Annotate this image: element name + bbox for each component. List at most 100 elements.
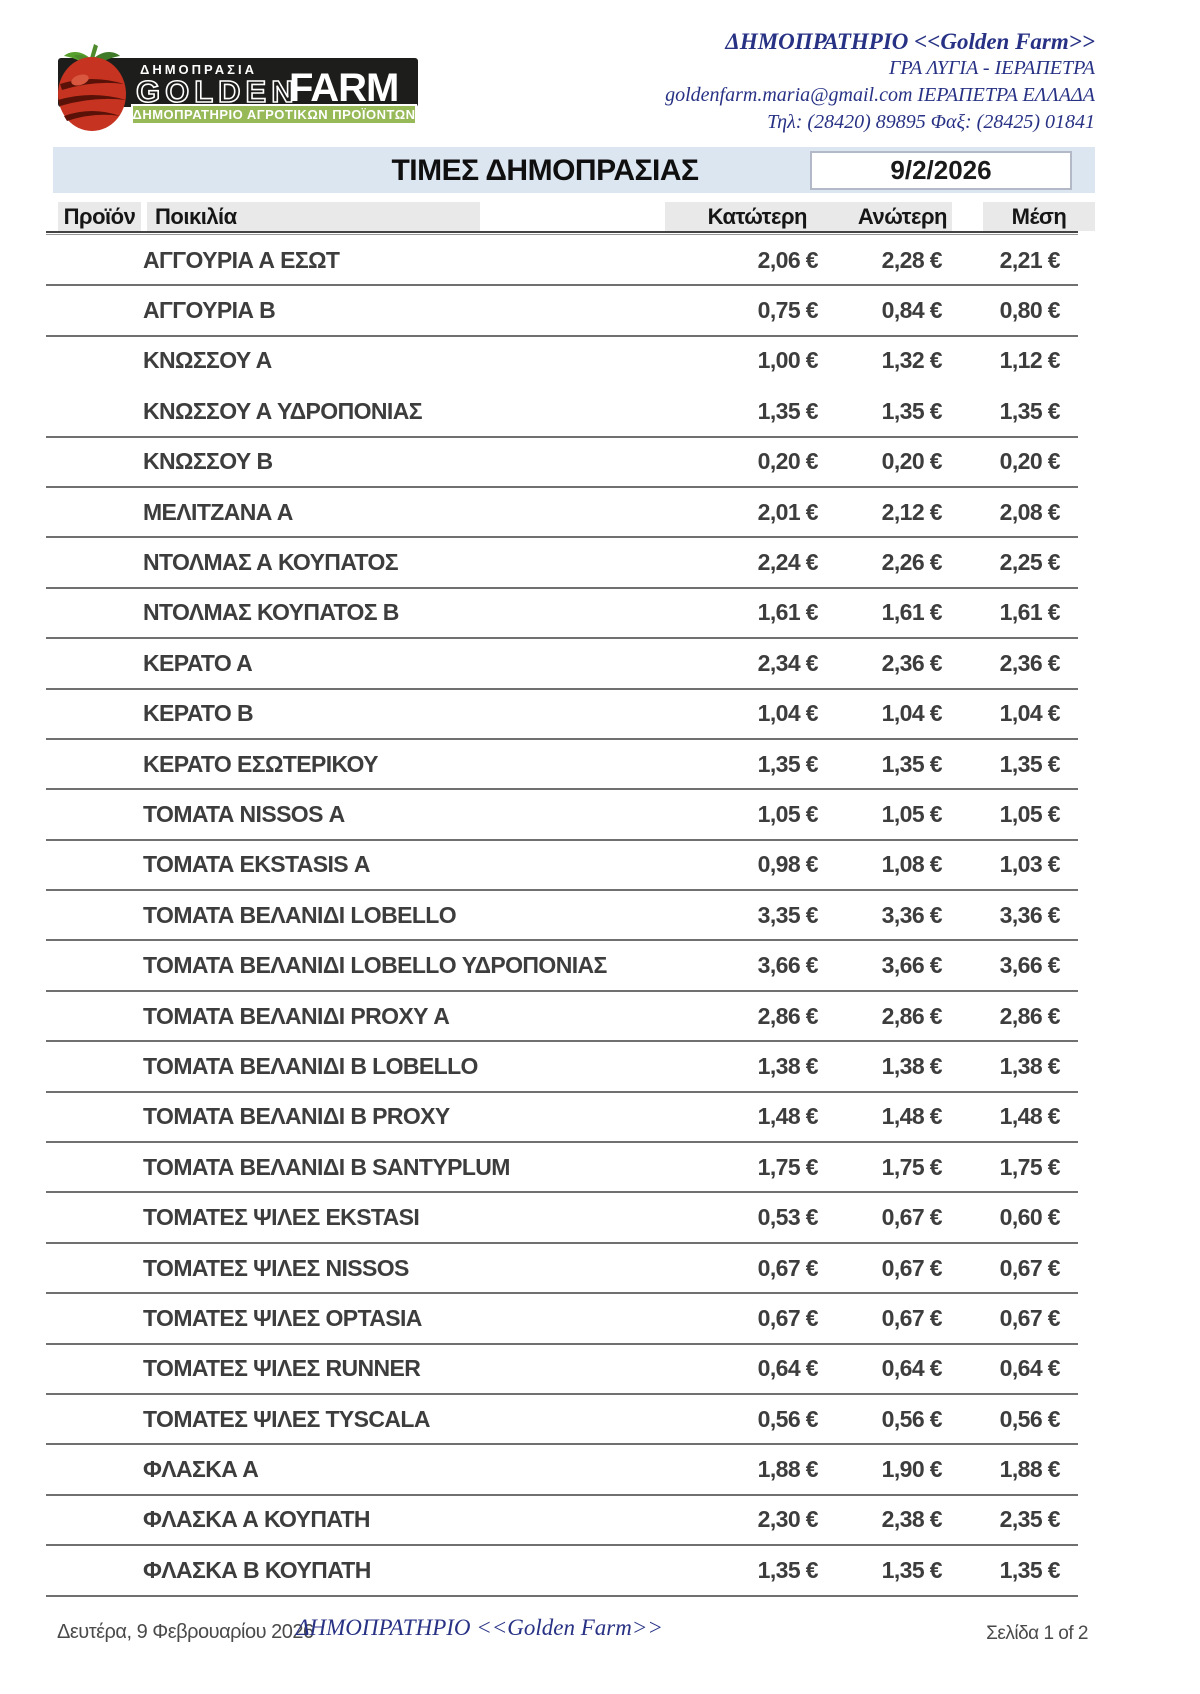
column-header-avg: Μέση [983, 202, 1095, 231]
table-row: ΤΟΜΑΤΕΣ ΨΙΛΕΣ EKSTASI 0,53 € 0,67 € 0,60… [46, 1193, 1078, 1244]
logo-tagline: ΔΗΜΟΠΡΑΤΗΡΙΟ ΑΓΡΟΤΙΚΩΝ ΠΡΟΪΟΝΤΩΝ [131, 104, 417, 125]
high-price-cell: 1,61 € [881, 599, 943, 626]
avg-price-cell: 0,60 € [999, 1204, 1061, 1231]
high-price-cell: 1,35 € [881, 397, 943, 424]
variety-cell: ΦΛΑΣΚΑ Α [143, 1456, 259, 1483]
high-price-cell: 0,84 € [881, 297, 943, 324]
avg-price-cell: 3,66 € [999, 952, 1061, 979]
avg-price-cell: 2,86 € [999, 1002, 1061, 1029]
column-header-product: Προϊόν [58, 202, 141, 231]
high-price-cell: 0,56 € [881, 1405, 943, 1432]
low-price-cell: 2,01 € [757, 498, 819, 525]
high-price-cell: 0,64 € [881, 1355, 943, 1382]
variety-cell: ΚΝΩΣΣΟΥ Β [143, 448, 273, 475]
variety-cell: ΚΕΡΑΤΟ ΕΣΩΤΕΡΙΚΟΥ [143, 750, 378, 777]
letterhead: ΔΗΜΟΠΡΑΤΗΡΙΟ <<Golden Farm>> ΓΡΑ ΛΥΓΙΑ -… [665, 28, 1095, 136]
variety-cell: ΤΟΜΑΤΑ ΒΕΛΑΝΙΔΙ Β PROXY [143, 1103, 450, 1130]
low-price-cell: 2,86 € [757, 1002, 819, 1029]
variety-cell: ΝΤΟΛΜΑΣ ΚΟΥΠΑΤΟΣ Β [143, 599, 399, 626]
low-price-cell: 2,30 € [757, 1506, 819, 1533]
variety-cell: ΤΟΜΑΤΕΣ ΨΙΛΕΣ EKSTASI [143, 1204, 420, 1231]
avg-price-cell: 0,67 € [999, 1304, 1061, 1331]
table-row: ΤΟΜΑΤΑ ΒΕΛΑΝΙΔΙ Β SANTYPLUM 1,75 € 1,75 … [46, 1143, 1078, 1194]
avg-price-cell: 1,03 € [999, 851, 1061, 878]
low-price-cell: 3,35 € [757, 901, 819, 928]
variety-cell: ΑΓΓΟΥΡΙΑ Α ΕΣΩΤ [143, 246, 340, 273]
column-header-low: Κατώτερη [665, 202, 810, 231]
tomato-logo-icon [58, 44, 126, 131]
variety-cell: ΤΟΜΑΤΕΣ ΨΙΛΕΣ TYSCALA [143, 1405, 430, 1432]
avg-price-cell: 0,67 € [999, 1254, 1061, 1281]
variety-cell: ΤΟΜΑΤΑ EKSTASIS Α [143, 851, 370, 878]
low-price-cell: 2,34 € [757, 649, 819, 676]
low-price-cell: 1,88 € [757, 1456, 819, 1483]
footer-stamp: ΔΗΜΟΠΡΑΤΗΡΙΟ <<Golden Farm>> [296, 1615, 663, 1640]
column-header-high: Ανώτερη [810, 202, 952, 231]
table-row: ΤΟΜΑΤΕΣ ΨΙΛΕΣ OPTASIA 0,67 € 0,67 € 0,67… [46, 1294, 1078, 1345]
title-strip: ΤΙΜΕΣ ΔΗΜΟΠΡΑΣΙΑΣ 9/2/2026 [53, 147, 1095, 193]
table-row: ΤΟΜΑΤΑ EKSTASIS Α 0,98 € 1,08 € 1,03 € [46, 841, 1078, 892]
table-row: ΚΝΩΣΣΟΥ Α 1,00 € 1,32 € 1,12 € [46, 337, 1078, 387]
high-price-cell: 2,36 € [881, 649, 943, 676]
letterhead-phone-fax: Τηλ: (28420) 89895 Φαξ: (28425) 01841 [767, 111, 1095, 133]
high-price-cell: 1,05 € [881, 800, 943, 827]
table-row: ΑΓΓΟΥΡΙΑ Β 0,75 € 0,84 € 0,80 € [46, 286, 1078, 337]
table-row: ΚΝΩΣΣΟΥ Β 0,20 € 0,20 € 0,20 € [46, 438, 1078, 488]
variety-cell: ΦΛΑΣΚΑ Β ΚΟΥΠΑΤΗ [143, 1556, 371, 1583]
logo-auction-label: ΔΗΜΟΠΡΑΣΙΑ [140, 62, 257, 77]
avg-price-cell: 1,38 € [999, 1052, 1061, 1079]
low-price-cell: 0,64 € [757, 1355, 819, 1382]
high-price-cell: 1,48 € [881, 1103, 943, 1130]
high-price-cell: 3,36 € [881, 901, 943, 928]
high-price-cell: 1,38 € [881, 1052, 943, 1079]
low-price-cell: 1,35 € [757, 1556, 819, 1583]
high-price-cell: 1,90 € [881, 1456, 943, 1483]
table-row: ΦΛΑΣΚΑ Α 1,88 € 1,90 € 1,88 € [46, 1445, 1078, 1496]
table-row: ΤΟΜΑΤΕΣ ΨΙΛΕΣ TYSCALA 0,56 € 0,56 € 0,56… [46, 1395, 1078, 1446]
high-price-cell: 1,35 € [881, 750, 943, 777]
avg-price-cell: 1,04 € [999, 700, 1061, 727]
avg-price-cell: 0,80 € [999, 297, 1061, 324]
variety-cell: ΚΕΡΑΤΟ Β [143, 700, 254, 727]
variety-cell: ΤΟΜΑΤΕΣ ΨΙΛΕΣ NISSOS [143, 1254, 409, 1281]
letterhead-location: ΓΡΑ ΛΥΓΙΑ - ΙΕΡΑΠΕΤΡΑ [888, 57, 1095, 79]
table-row: ΤΟΜΑΤΑ ΒΕΛΑΝΙΔΙ Β LOBELLO 1,38 € 1,38 € … [46, 1042, 1078, 1093]
high-price-cell: 1,08 € [881, 851, 943, 878]
logo-farm-text: FARM [289, 66, 399, 110]
low-price-cell: 0,98 € [757, 851, 819, 878]
avg-price-cell: 2,21 € [999, 246, 1061, 273]
price-table-body: ΑΓΓΟΥΡΙΑ Α ΕΣΩΤ 2,06 € 2,28 € 2,21 € ΑΓΓ… [46, 236, 1078, 1597]
high-price-cell: 2,12 € [881, 498, 943, 525]
avg-price-cell: 2,08 € [999, 498, 1061, 525]
variety-cell: ΑΓΓΟΥΡΙΑ Β [143, 297, 276, 324]
letterhead-company: ΔΗΜΟΠΡΑΤΗΡΙΟ <<Golden Farm>> [725, 29, 1095, 54]
avg-price-cell: 1,88 € [999, 1456, 1061, 1483]
low-price-cell: 3,66 € [757, 952, 819, 979]
variety-cell: ΤΟΜΑΤΑ NISSOS Α [143, 800, 345, 827]
table-row: ΚΝΩΣΣΟΥ Α ΥΔΡΟΠΟΝΙΑΣ 1,35 € 1,35 € 1,35 … [46, 387, 1078, 438]
low-price-cell: 2,06 € [757, 246, 819, 273]
low-price-cell: 2,24 € [757, 549, 819, 576]
table-row: ΤΟΜΑΤΑ NISSOS Α 1,05 € 1,05 € 1,05 € [46, 790, 1078, 841]
high-price-cell: 2,38 € [881, 1506, 943, 1533]
avg-price-cell: 2,25 € [999, 549, 1061, 576]
avg-price-cell: 1,35 € [999, 750, 1061, 777]
avg-price-cell: 0,56 € [999, 1405, 1061, 1432]
variety-cell: ΜΕΛΙΤΖΑΝΑ Α [143, 498, 293, 525]
high-price-cell: 1,75 € [881, 1153, 943, 1180]
high-price-cell: 3,66 € [881, 952, 943, 979]
low-price-cell: 1,48 € [757, 1103, 819, 1130]
high-price-cell: 1,32 € [881, 347, 943, 374]
footer-date: Δευτέρα, 9 Φεβρουαρίου 2026 [57, 1621, 314, 1643]
low-price-cell: 1,05 € [757, 800, 819, 827]
high-price-cell: 2,86 € [881, 1002, 943, 1029]
avg-price-cell: 1,48 € [999, 1103, 1061, 1130]
avg-price-cell: 1,12 € [999, 347, 1061, 374]
low-price-cell: 1,00 € [757, 347, 819, 374]
high-price-cell: 0,67 € [881, 1304, 943, 1331]
table-row: ΝΤΟΛΜΑΣ Α ΚΟΥΠΑΤΟΣ 2,24 € 2,26 € 2,25 € [46, 538, 1078, 589]
variety-cell: ΤΟΜΑΤΑ ΒΕΛΑΝΙΔΙ LOBELLO [143, 901, 457, 928]
low-price-cell: 1,61 € [757, 599, 819, 626]
variety-cell: ΤΟΜΑΤΑ ΒΕΛΑΝΙΔΙ PROXY Α [143, 1002, 450, 1029]
